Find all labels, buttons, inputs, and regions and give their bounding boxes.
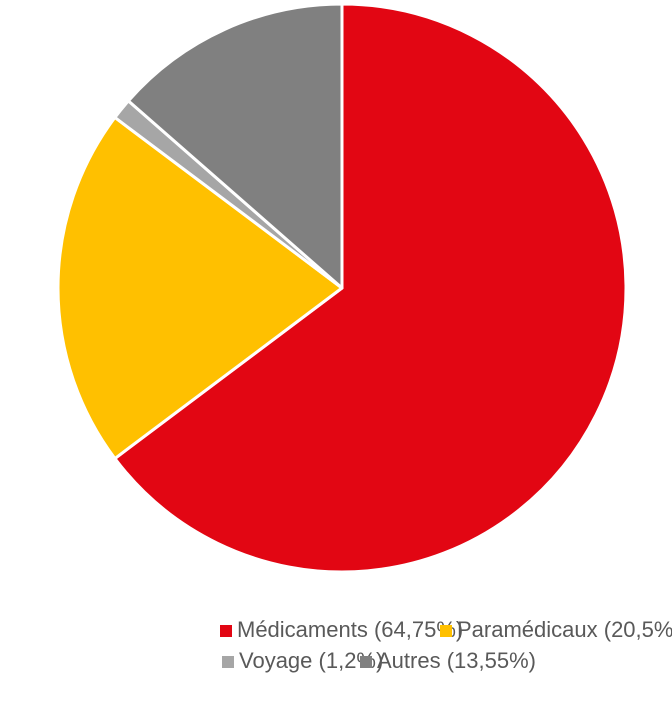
legend-label: Paramédicaux (20,5%): [457, 617, 672, 642]
pie-slice: [126, 2, 344, 290]
legend-swatch: [360, 656, 372, 668]
legend-label: Autres (13,55%): [377, 648, 536, 673]
pie-slice: [113, 2, 628, 574]
legend-swatch: [220, 625, 232, 637]
legend-label: Médicaments (64,75%): [237, 617, 463, 642]
legend-swatch: [222, 656, 234, 668]
pie-slice: [56, 115, 344, 461]
legend-swatch: [440, 625, 452, 637]
legend-label: Voyage (1,2%): [239, 648, 383, 673]
